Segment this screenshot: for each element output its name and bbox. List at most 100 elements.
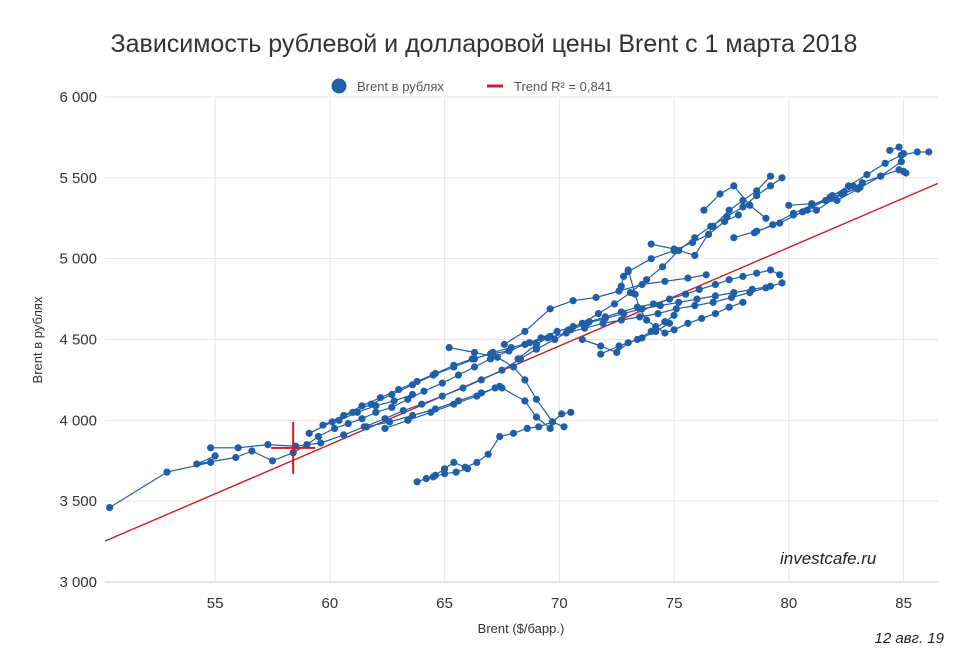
data-point	[441, 470, 449, 478]
data-point	[521, 397, 529, 405]
y-tick-label: 3 000	[59, 574, 97, 591]
y-tick-label: 4 500	[59, 332, 97, 349]
data-point	[778, 174, 786, 182]
data-point	[381, 424, 389, 432]
data-point	[314, 432, 322, 441]
data-point	[399, 407, 407, 415]
data-point	[390, 397, 398, 405]
data-point	[776, 271, 784, 279]
data-point	[232, 453, 240, 462]
data-point	[532, 340, 541, 348]
data-point	[902, 169, 910, 177]
data-point	[505, 347, 513, 355]
data-point	[413, 377, 421, 386]
data-point	[470, 348, 479, 356]
data-point	[106, 504, 114, 512]
data-point	[711, 280, 720, 289]
data-point	[386, 418, 394, 426]
data-point	[163, 468, 171, 476]
data-point	[553, 327, 561, 335]
data-point	[567, 408, 575, 416]
plot-area	[104, 143, 939, 542]
data-point	[704, 230, 713, 238]
data-point	[372, 408, 380, 416]
data-point	[268, 457, 277, 465]
data-point	[670, 326, 678, 334]
data-point	[493, 353, 501, 361]
data-point	[684, 319, 692, 327]
data-point	[617, 316, 625, 324]
data-point	[597, 350, 605, 358]
data-point	[427, 408, 435, 416]
watermark: investcafe.ru	[780, 549, 877, 568]
data-point	[711, 292, 720, 300]
data-point	[812, 206, 821, 214]
data-point	[654, 310, 662, 318]
data-point	[822, 196, 830, 205]
y-axis-label: Brent в рублях	[30, 296, 45, 383]
data-point	[450, 361, 458, 369]
data-point	[546, 305, 554, 313]
data-point	[702, 271, 710, 279]
data-point	[408, 411, 417, 420]
data-point	[670, 311, 678, 319]
data-point	[643, 316, 651, 324]
data-point	[636, 305, 644, 313]
data-point	[638, 280, 646, 289]
data-point	[620, 310, 628, 318]
data-point	[319, 421, 327, 429]
data-point	[739, 203, 747, 211]
data-point	[464, 465, 472, 473]
data-point	[546, 424, 554, 432]
data-point	[803, 206, 811, 214]
data-point	[778, 279, 786, 287]
data-point	[496, 432, 504, 441]
data-point	[659, 263, 667, 271]
data-point	[682, 290, 690, 298]
data-point	[340, 431, 348, 439]
data-point	[592, 293, 600, 302]
data-point	[615, 342, 623, 350]
data-point	[691, 251, 699, 259]
data-point	[766, 182, 775, 190]
data-point	[438, 379, 446, 387]
data-point	[532, 413, 541, 421]
grid	[105, 96, 938, 582]
data-point	[521, 327, 529, 335]
data-point	[661, 318, 669, 326]
x-tick-label: 85	[895, 595, 912, 612]
data-point	[656, 302, 664, 310]
series-points	[106, 143, 933, 512]
data-point	[535, 423, 543, 431]
data-point	[353, 408, 361, 416]
data-point	[358, 415, 366, 423]
data-point	[649, 300, 658, 308]
data-point	[498, 384, 506, 392]
x-tick-label: 70	[551, 595, 568, 612]
x-tick-label: 65	[436, 595, 453, 612]
data-point	[388, 390, 396, 399]
data-point	[665, 295, 674, 303]
data-point	[863, 171, 871, 179]
data-point	[521, 376, 529, 384]
data-point	[413, 478, 421, 486]
data-point	[548, 418, 557, 426]
data-point	[739, 298, 747, 306]
data-point	[340, 411, 348, 420]
data-point	[753, 227, 761, 235]
data-point	[486, 350, 495, 358]
data-point	[661, 277, 669, 285]
data-point	[688, 238, 697, 247]
data-point	[372, 402, 380, 410]
data-point	[900, 150, 908, 158]
data-point	[877, 172, 885, 180]
data-point	[207, 444, 215, 452]
data-point	[429, 473, 437, 481]
data-point	[833, 196, 841, 205]
data-point	[498, 366, 506, 374]
data-point	[620, 272, 628, 280]
x-tick-label: 60	[322, 595, 339, 612]
data-point	[633, 335, 642, 344]
data-point	[564, 326, 573, 334]
